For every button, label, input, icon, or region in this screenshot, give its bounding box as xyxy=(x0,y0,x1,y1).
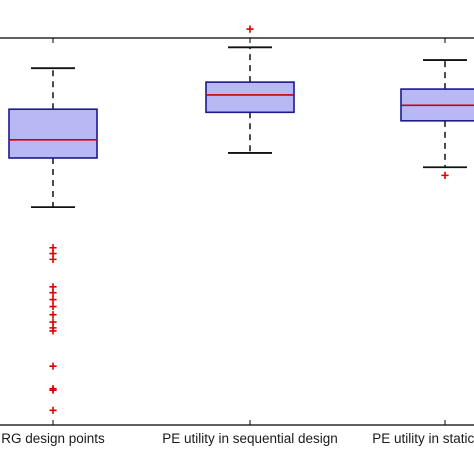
outlier-marker xyxy=(49,255,57,263)
outlier-marker xyxy=(49,302,57,311)
outlier-marker xyxy=(49,386,57,394)
outlier-marker xyxy=(246,25,254,33)
box-group-3 xyxy=(400,59,474,179)
iqr-box xyxy=(205,81,295,114)
box-group-2 xyxy=(205,25,295,154)
boxes-layer xyxy=(8,25,474,414)
box-group-1 xyxy=(8,67,98,414)
outlier-marker xyxy=(49,289,57,297)
axes-frame xyxy=(0,37,474,426)
x-tick-label-3: PE utility in static design xyxy=(372,431,474,446)
x-tick-label-1: RG design points xyxy=(1,431,105,446)
outlier-marker xyxy=(49,362,57,370)
outlier-marker xyxy=(49,311,57,319)
outlier-marker xyxy=(49,327,57,335)
outlier-marker xyxy=(49,406,57,414)
x-tick-label-2: PE utility in sequential design xyxy=(162,431,338,446)
x-tick-labels: RG design points PE utility in sequential… xyxy=(1,431,474,446)
outlier-marker xyxy=(441,171,449,179)
outlier-marker xyxy=(49,296,57,304)
iqr-box xyxy=(8,108,98,159)
